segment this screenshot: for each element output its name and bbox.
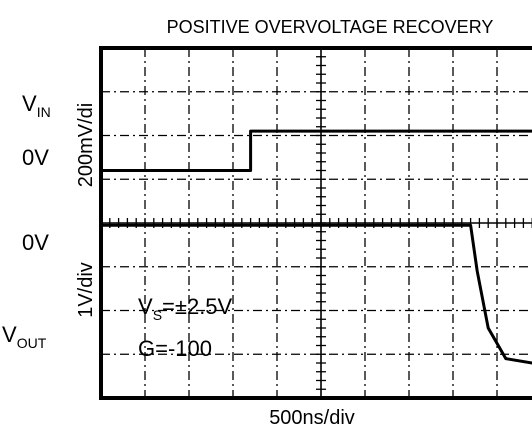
vout-scale-label: 1V/div <box>75 262 97 318</box>
chart-title: POSITIVE OVERVOLTAGE RECOVERY <box>167 17 494 37</box>
gain-annotation: G=-100 <box>138 336 212 361</box>
vs-annotation: VS=±2.5V <box>138 294 233 323</box>
plot-frame <box>99 46 532 400</box>
vin-scale-label: 200mV/di <box>75 103 97 188</box>
x-axis-label: 500ns/div <box>269 407 355 429</box>
vout-ground-label: 0V <box>22 230 49 255</box>
trace-vout <box>99 223 532 365</box>
traces <box>99 129 532 365</box>
trace-vin <box>99 129 532 172</box>
vout-label: VOUT <box>2 322 47 351</box>
vin-label: VIN <box>22 91 51 120</box>
vin-ground-label: 0V <box>22 145 49 170</box>
